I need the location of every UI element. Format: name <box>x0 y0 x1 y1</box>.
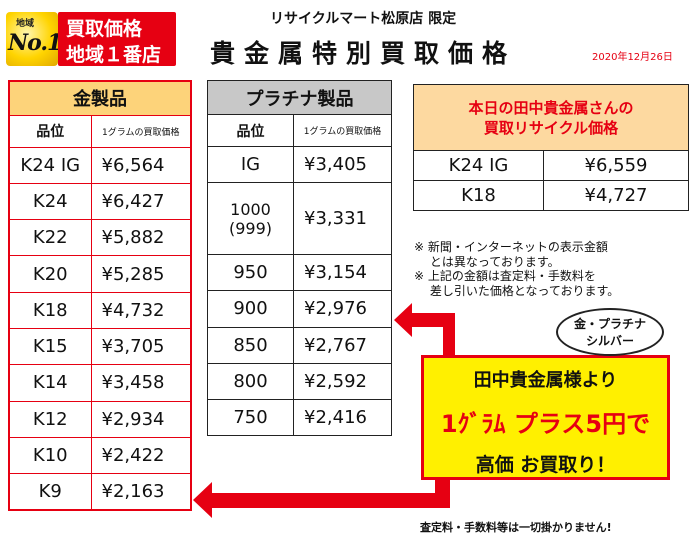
arrow-to-platinum-900 <box>394 303 455 355</box>
tanaka-title-line2: 買取リサイクル価格 <box>483 118 619 137</box>
platinum-row: 1000 (999) ¥3,331 <box>207 182 392 256</box>
gold-row: K14 ¥3,458 <box>8 364 192 402</box>
platinum-price: ¥2,592 <box>293 362 392 400</box>
platinum-col-price: 1グラムの買取価格 <box>293 114 392 147</box>
badge-no1-label: No.1 <box>8 30 62 56</box>
date-label: 2020年12月26日 <box>592 52 673 63</box>
bubble-line2: シルバー <box>585 334 634 348</box>
gold-row: K24 ¥6,427 <box>8 182 192 221</box>
gold-price: ¥4,732 <box>90 291 192 329</box>
arrow-to-gold-k9 <box>193 480 450 518</box>
platinum-price: ¥2,767 <box>293 326 392 364</box>
gold-col-price: 1グラムの買取価格 <box>90 114 192 148</box>
gold-price: ¥5,285 <box>90 255 192 293</box>
gold-grade: K9 <box>8 473 92 511</box>
page-title: 貴金属特別買取価格 <box>210 39 517 68</box>
platinum-price-table: プラチナ製品 品位 1グラムの買取価格 IG ¥3,405 1000 (999) ¥3… <box>207 80 392 437</box>
platinum-grade: 750 <box>207 398 294 437</box>
gold-grade: K12 <box>8 400 92 438</box>
platinum-col-grade: 品位 <box>207 114 294 147</box>
gold-price-table: 金製品 品位 1グラムの買取価格 K24 IG ¥6,564 K24 ¥6,427 K2… <box>8 80 192 511</box>
fee-footnote: 査定料・手数料等は一切掛かりません! <box>420 521 612 534</box>
gold-table-title: 金製品 <box>8 80 192 116</box>
badge-line1: 買取価格 <box>66 18 143 40</box>
gold-row: K10 ¥2,422 <box>8 436 192 475</box>
gold-grade: K10 <box>8 436 92 475</box>
platinum-price: ¥3,154 <box>293 254 392 292</box>
gold-price: ¥2,163 <box>90 473 192 511</box>
gold-row: K9 ¥2,163 <box>8 473 192 511</box>
platinum-price: ¥2,416 <box>293 398 392 437</box>
tanaka-price: ¥6,559 <box>542 150 690 181</box>
platinum-grade: 900 <box>207 290 294 328</box>
platinum-price: ¥3,405 <box>293 145 392 184</box>
badge-medal: 地域 No.1 <box>6 12 62 66</box>
gold-grade: K18 <box>8 291 92 329</box>
disclaimer-notes: ※ 新聞・インターネットの表示金額 とは異なっております。 ※ 上記の金額は査定… <box>414 240 619 298</box>
platinum-row: 750 ¥2,416 <box>207 398 392 437</box>
tanaka-grade: K18 <box>413 180 544 211</box>
gold-grade: K24 IG <box>8 146 92 184</box>
gold-grade: K14 <box>8 364 92 402</box>
promo-box: 田中貴金属様より 1ｸﾞﾗﾑ プラス5円で 高価 お買取り！ <box>421 355 670 480</box>
gold-price: ¥3,705 <box>90 327 192 366</box>
note-line: とは異なっております。 <box>414 254 560 269</box>
gold-row: K12 ¥2,934 <box>8 400 192 438</box>
tanaka-table-title: 本日の田中貴金属さんの 買取リサイクル価格 <box>412 84 690 151</box>
platinum-grade: 850 <box>207 326 294 364</box>
tanaka-price: ¥4,727 <box>542 180 690 211</box>
gold-row: K22 ¥5,882 <box>8 219 192 257</box>
gold-grade: K22 <box>8 219 92 257</box>
gold-price: ¥3,458 <box>90 364 192 402</box>
platinum-price: ¥2,976 <box>293 290 392 328</box>
promo-line1: 田中貴金属様より <box>473 370 618 391</box>
note-line: ※ 上記の金額は査定料・手数料を <box>414 269 596 283</box>
note-line: ※ 新聞・インターネットの表示金額 <box>414 240 608 254</box>
platinum-row: 950 ¥3,154 <box>207 254 392 292</box>
gold-price: ¥5,882 <box>90 219 192 257</box>
gold-row: K18 ¥4,732 <box>8 291 192 329</box>
platinum-row: 900 ¥2,976 <box>207 290 392 328</box>
region-no1-badge: 地域 No.1 買取価格 地域１番店 <box>6 12 176 66</box>
gold-row: K24 IG ¥6,564 <box>8 146 192 184</box>
tanaka-grade: K24 IG <box>413 150 544 181</box>
platinum-price: ¥3,331 <box>293 182 392 256</box>
badge-line2: 地域１番店 <box>66 44 162 66</box>
platinum-grade: 800 <box>207 362 294 400</box>
platinum-grade: IG <box>207 145 294 184</box>
store-name: リサイクルマート松原店 限定 <box>270 11 457 27</box>
gold-price: ¥6,427 <box>90 182 192 221</box>
badge-banner: 買取価格 地域１番店 <box>58 12 176 66</box>
platinum-table-title: プラチナ製品 <box>207 80 392 115</box>
tanaka-title-line1: 本日の田中貴金属さんの <box>468 98 634 117</box>
note-line: 差し引いた価格となっております。 <box>414 283 620 298</box>
tanaka-row: K18 ¥4,727 <box>413 180 690 211</box>
gold-price: ¥6,564 <box>90 146 192 184</box>
gold-row: K20 ¥5,285 <box>8 255 192 293</box>
platinum-row: 800 ¥2,592 <box>207 362 392 400</box>
gold-price: ¥2,422 <box>90 436 192 475</box>
platinum-row: IG ¥3,405 <box>207 145 392 184</box>
tanaka-price-table: 本日の田中貴金属さんの 買取リサイクル価格 K24 IG ¥6,559 K18 ¥4,… <box>412 84 690 211</box>
gold-grade: K15 <box>8 327 92 366</box>
gold-grade: K20 <box>8 255 92 293</box>
platinum-grade: 1000 (999) <box>207 182 294 256</box>
gold-row: K15 ¥3,705 <box>8 327 192 366</box>
gold-price: ¥2,934 <box>90 400 192 438</box>
gold-grade: K24 <box>8 182 92 221</box>
promo-line3: 高価 お買取り！ <box>475 454 616 476</box>
badge-region-label: 地域 <box>16 19 35 29</box>
platinum-row: 850 ¥2,767 <box>207 326 392 364</box>
tanaka-row: K24 IG ¥6,559 <box>413 150 690 181</box>
platinum-grade: 950 <box>207 254 294 292</box>
promo-line2: 1ｸﾞﾗﾑ プラス5円で <box>440 410 651 438</box>
gold-col-grade: 品位 <box>8 114 92 148</box>
metals-bubble: 金・プラチナ シルバー <box>556 308 664 356</box>
bubble-line1: 金・プラチナ <box>573 317 646 331</box>
